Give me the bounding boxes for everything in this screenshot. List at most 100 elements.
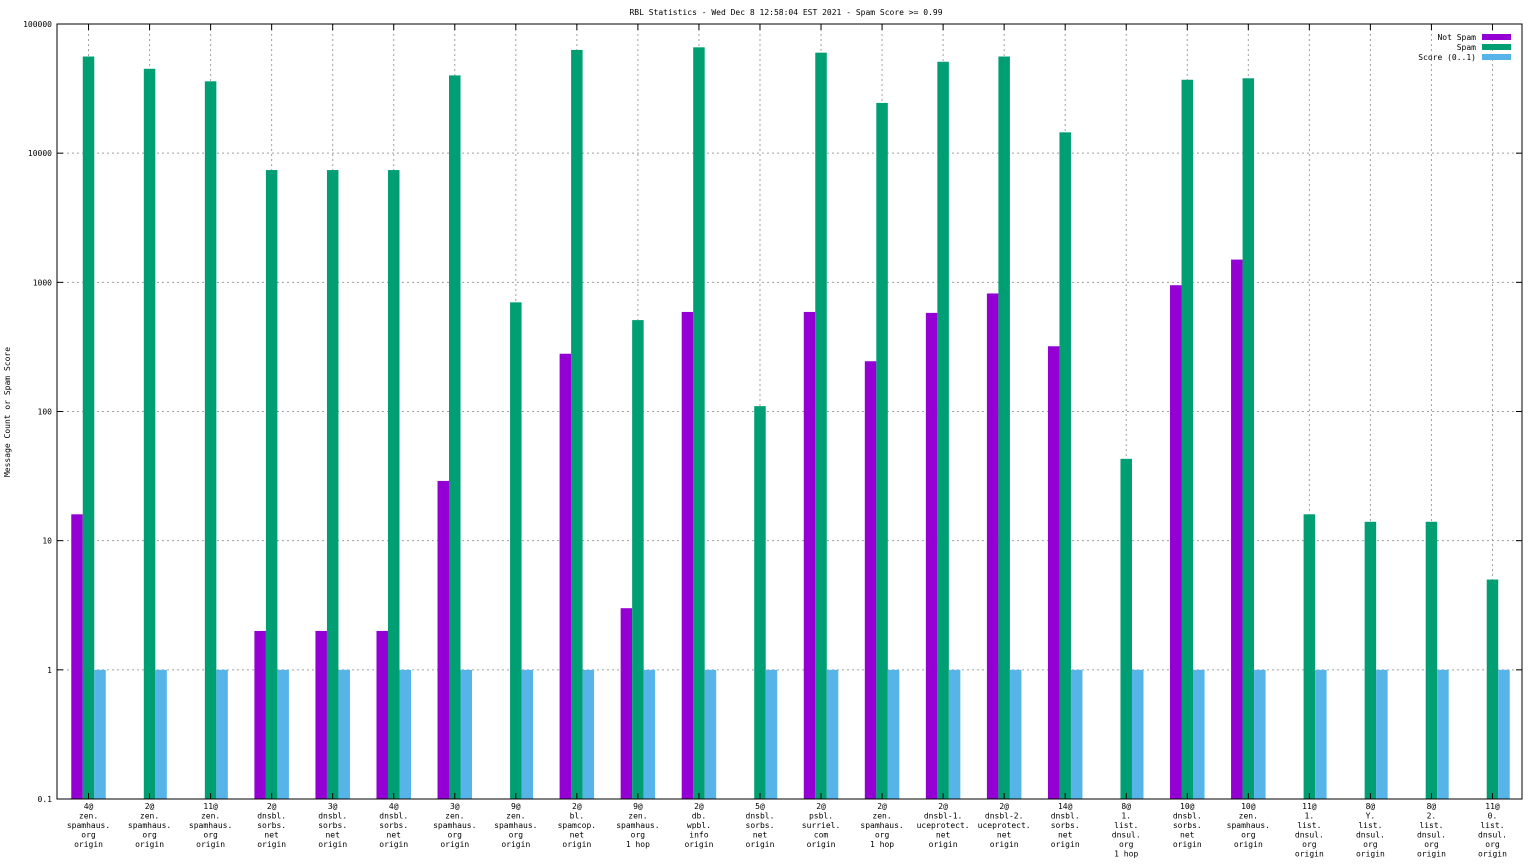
bar-score-0-1 — [1437, 669, 1449, 799]
bar-spam — [387, 170, 400, 799]
x-category-label: 9@ zen. spamhaus. org origin — [494, 802, 537, 849]
bar-spam — [571, 49, 583, 800]
x-category-label: 2@ dnsbl. sorbs. net origin — [257, 802, 286, 849]
bar-spam — [510, 302, 522, 799]
x-category-label: 4@ dnsbl. sorbs. net origin — [379, 802, 408, 849]
x-category-label: 11@ 0. list. dnsul. org origin — [1478, 802, 1507, 859]
bar-score-0-1 — [94, 669, 106, 799]
legend-label: Score (0..1) — [1418, 53, 1476, 62]
bar-not-spam — [315, 630, 327, 799]
bars-layer — [71, 47, 1510, 800]
x-category-label: 4@ zen. spamhaus. org origin — [67, 802, 110, 849]
y-tick-label: 10 — [42, 537, 52, 546]
bar-not-spam — [71, 514, 83, 799]
x-category-label: 11@ 1. list. dnsul. org origin — [1295, 802, 1324, 859]
bar-not-spam — [1047, 346, 1060, 799]
bar-spam — [265, 170, 278, 799]
bar-spam — [1120, 458, 1132, 799]
bar-score-0-1 — [1498, 669, 1510, 799]
x-category-label: 10@ zen. spamhaus. org origin — [1227, 802, 1270, 849]
bar-spam — [754, 406, 766, 799]
x-category-label: 2@ psbl. surriel. com origin — [802, 802, 841, 849]
bar-spam — [1181, 79, 1194, 799]
bar-spam — [1059, 132, 1071, 799]
bar-not-spam — [254, 630, 266, 799]
bar-spam — [143, 68, 156, 800]
bar-spam — [82, 56, 95, 799]
bar-spam — [204, 81, 217, 799]
bar-score-0-1 — [765, 669, 778, 799]
bar-score-0-1 — [887, 669, 900, 799]
x-axis-categories: 4@ zen. spamhaus. org origin 2@ zen. spamhaus. o… — [67, 802, 1507, 859]
bar-not-spam — [1231, 259, 1243, 800]
legend-label: Spam — [1457, 43, 1476, 52]
y-axis-label: Message Count or Spam Score — [3, 347, 12, 477]
legend-swatch — [1482, 44, 1511, 50]
bar-not-spam — [803, 311, 816, 799]
bar-spam — [876, 102, 888, 799]
y-tick-label: 0.1 — [38, 795, 53, 804]
bar-spam — [1303, 514, 1316, 799]
x-category-label: 9@ zen. spamhaus. org 1 hop — [616, 802, 659, 849]
bar-score-0-1 — [582, 669, 595, 799]
legend-label: Not Spam — [1437, 33, 1476, 42]
x-category-label: 8@ 1. list. dnsul. org 1 hop — [1112, 802, 1141, 859]
bar-score-0-1 — [643, 669, 656, 799]
bar-not-spam — [620, 608, 633, 799]
bar-not-spam — [864, 361, 877, 799]
x-category-label: 2@ bl. spamcop. net origin — [558, 802, 597, 849]
bar-not-spam — [925, 312, 938, 799]
bar-spam — [1425, 521, 1438, 799]
bar-spam — [937, 61, 949, 799]
bar-score-0-1 — [1131, 669, 1144, 799]
bar-spam — [693, 47, 705, 800]
x-category-label: 2@ zen. spamhaus. org 1 hop — [860, 802, 903, 849]
x-category-label: 5@ dnsbl. sorbs. net origin — [746, 802, 775, 849]
x-category-label: 2@ zen. spamhaus. org origin — [128, 802, 171, 849]
bar-spam — [326, 170, 339, 799]
bar-score-0-1 — [460, 669, 473, 799]
bar-not-spam — [559, 353, 572, 799]
bar-spam — [632, 320, 644, 799]
x-category-label: 8@ 2. list. dnsul. org origin — [1417, 802, 1446, 859]
x-category-label: 10@ dnsbl. sorbs. net origin — [1173, 802, 1202, 849]
bar-not-spam — [681, 311, 694, 799]
x-category-label: 2@ dnsbl-2. uceprotect. net origin — [978, 802, 1031, 849]
x-category-label: 11@ zen. spamhaus. org origin — [189, 802, 232, 849]
x-category-label: 2@ dnsbl-1. uceprotect. net origin — [917, 802, 970, 849]
bar-score-0-1 — [399, 669, 411, 799]
x-category-label: 14@ dnsbl. sorbs. net origin — [1051, 802, 1080, 849]
bar-score-0-1 — [216, 669, 228, 799]
bar-not-spam — [1170, 285, 1182, 800]
bar-score-0-1 — [704, 669, 717, 799]
bar-score-0-1 — [1070, 669, 1083, 799]
bar-score-0-1 — [338, 669, 350, 799]
y-tick-label: 10000 — [28, 149, 52, 158]
bar-score-0-1 — [948, 669, 961, 799]
bar-score-0-1 — [1315, 669, 1327, 799]
bar-spam — [815, 52, 827, 800]
y-axis-ticks: 0.1 1 10 100 1000 10000 100000 — [23, 20, 1522, 804]
y-tick-label: 1 — [47, 666, 52, 675]
bar-score-0-1 — [155, 669, 167, 799]
bar-score-0-1 — [826, 669, 839, 799]
bar-spam — [998, 56, 1010, 799]
legend-swatch — [1482, 34, 1511, 40]
bar-score-0-1 — [277, 669, 289, 799]
legend-swatch — [1482, 54, 1511, 60]
bar-score-0-1 — [521, 669, 534, 799]
x-category-label: 3@ dnsbl. sorbs. net origin — [318, 802, 347, 849]
bar-score-0-1 — [1254, 669, 1266, 799]
bar-not-spam — [437, 480, 450, 799]
bar-not-spam — [376, 630, 388, 799]
x-category-label: 2@ db. wpbl. info origin — [684, 802, 713, 849]
bar-not-spam — [986, 293, 999, 799]
bar-score-0-1 — [1376, 669, 1388, 799]
x-category-label: 8@ Y. list. dnsul. org origin — [1356, 802, 1385, 859]
x-category-label: 3@ zen. spamhaus. org origin — [433, 802, 476, 849]
bar-score-0-1 — [1009, 669, 1022, 799]
y-tick-label: 1000 — [33, 278, 52, 287]
chart-title: RBL Statistics - Wed Dec 8 12:58:04 EST … — [629, 8, 942, 17]
